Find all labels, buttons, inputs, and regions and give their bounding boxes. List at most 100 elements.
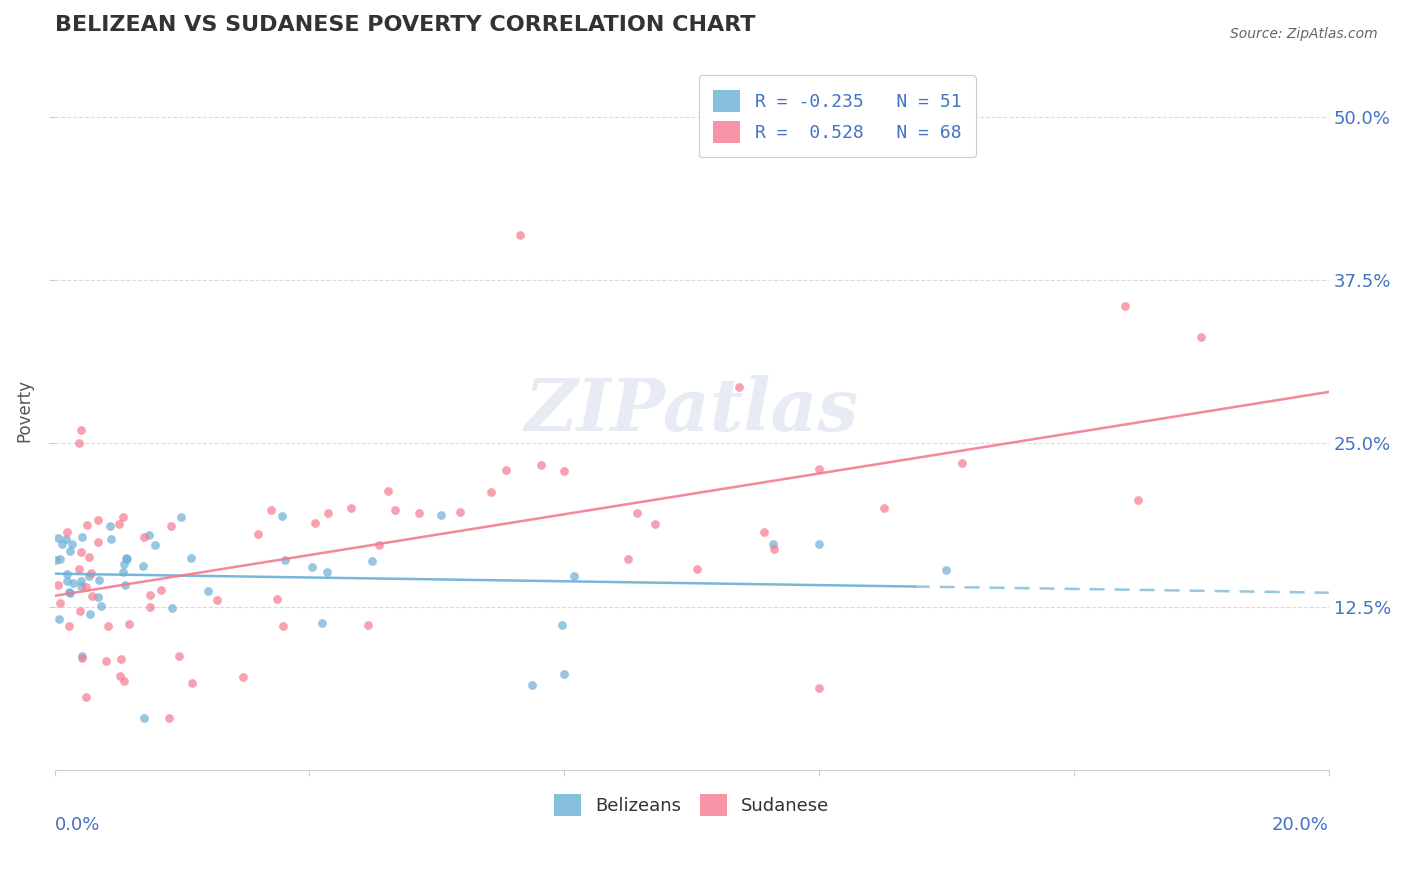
- Point: [150, 582, 173, 597]
- Point: [131, 559, 153, 574]
- Point: [377, 483, 399, 498]
- Point: [357, 617, 380, 632]
- Point: [340, 501, 363, 516]
- Point: [87, 591, 110, 605]
- Point: [80, 589, 103, 603]
- Point: [935, 563, 957, 577]
- Point: [59, 586, 82, 600]
- Point: [311, 615, 333, 630]
- Point: [266, 592, 288, 607]
- Point: [553, 464, 575, 478]
- Y-axis label: Poverty: Poverty: [15, 379, 32, 442]
- Point: [449, 505, 471, 519]
- Point: [46, 578, 69, 592]
- Point: [1114, 299, 1136, 313]
- Point: [273, 552, 295, 566]
- Point: [76, 518, 98, 533]
- Point: [384, 503, 406, 517]
- Point: [70, 650, 93, 665]
- Point: [808, 537, 831, 551]
- Point: [197, 584, 219, 599]
- Point: [58, 584, 80, 599]
- Point: [69, 544, 91, 558]
- Point: [110, 669, 132, 683]
- Point: [553, 667, 575, 681]
- Text: ZIPatlas: ZIPatlas: [524, 376, 859, 446]
- Point: [60, 537, 83, 551]
- Point: [58, 619, 80, 633]
- Point: [160, 600, 183, 615]
- Point: [551, 618, 574, 632]
- Point: [950, 456, 973, 470]
- Text: Source: ZipAtlas.com: Source: ZipAtlas.com: [1230, 27, 1378, 41]
- Point: [479, 484, 502, 499]
- Point: [80, 566, 103, 580]
- Point: [143, 538, 166, 552]
- Point: [132, 710, 155, 724]
- Point: [79, 569, 101, 583]
- Point: [167, 648, 190, 663]
- Point: [62, 576, 84, 591]
- Point: [271, 619, 294, 633]
- Point: [159, 518, 181, 533]
- Point: [509, 227, 531, 242]
- Point: [56, 567, 79, 582]
- Point: [107, 516, 129, 531]
- Text: 20.0%: 20.0%: [1272, 816, 1329, 834]
- Point: [1126, 492, 1149, 507]
- Point: [304, 516, 326, 530]
- Point: [626, 506, 648, 520]
- Point: [617, 552, 640, 566]
- Point: [56, 574, 79, 588]
- Point: [79, 607, 101, 621]
- Point: [97, 618, 120, 632]
- Point: [70, 574, 93, 588]
- Point: [117, 617, 139, 632]
- Point: [98, 518, 121, 533]
- Point: [48, 612, 70, 626]
- Point: [270, 508, 292, 523]
- Point: [90, 599, 112, 613]
- Point: [808, 681, 831, 695]
- Point: [530, 458, 553, 472]
- Point: [45, 552, 67, 566]
- Point: [115, 551, 138, 566]
- Point: [111, 510, 134, 524]
- Point: [55, 524, 77, 539]
- Point: [139, 599, 162, 614]
- Point: [55, 532, 77, 546]
- Point: [430, 508, 453, 522]
- Point: [301, 559, 323, 574]
- Point: [316, 507, 339, 521]
- Point: [48, 596, 70, 610]
- Point: [247, 526, 270, 541]
- Point: [728, 380, 751, 394]
- Point: [762, 542, 785, 557]
- Point: [51, 537, 73, 551]
- Point: [100, 533, 122, 547]
- Point: [752, 524, 775, 539]
- Point: [495, 463, 517, 477]
- Point: [762, 537, 785, 551]
- Point: [77, 550, 100, 565]
- Point: [114, 577, 136, 591]
- Point: [72, 648, 94, 663]
- Point: [360, 554, 382, 568]
- Point: [686, 562, 709, 576]
- Point: [87, 573, 110, 587]
- Point: [873, 501, 896, 516]
- Point: [75, 690, 97, 705]
- Point: [115, 550, 138, 565]
- Point: [112, 565, 135, 579]
- Point: [96, 654, 118, 668]
- Text: BELIZEAN VS SUDANESE POVERTY CORRELATION CHART: BELIZEAN VS SUDANESE POVERTY CORRELATION…: [55, 15, 755, 35]
- Point: [644, 516, 666, 531]
- Point: [139, 588, 162, 602]
- Point: [72, 530, 94, 544]
- Point: [87, 535, 110, 549]
- Point: [180, 550, 202, 565]
- Point: [48, 552, 70, 566]
- Point: [408, 506, 430, 520]
- Point: [368, 538, 391, 552]
- Point: [207, 593, 229, 607]
